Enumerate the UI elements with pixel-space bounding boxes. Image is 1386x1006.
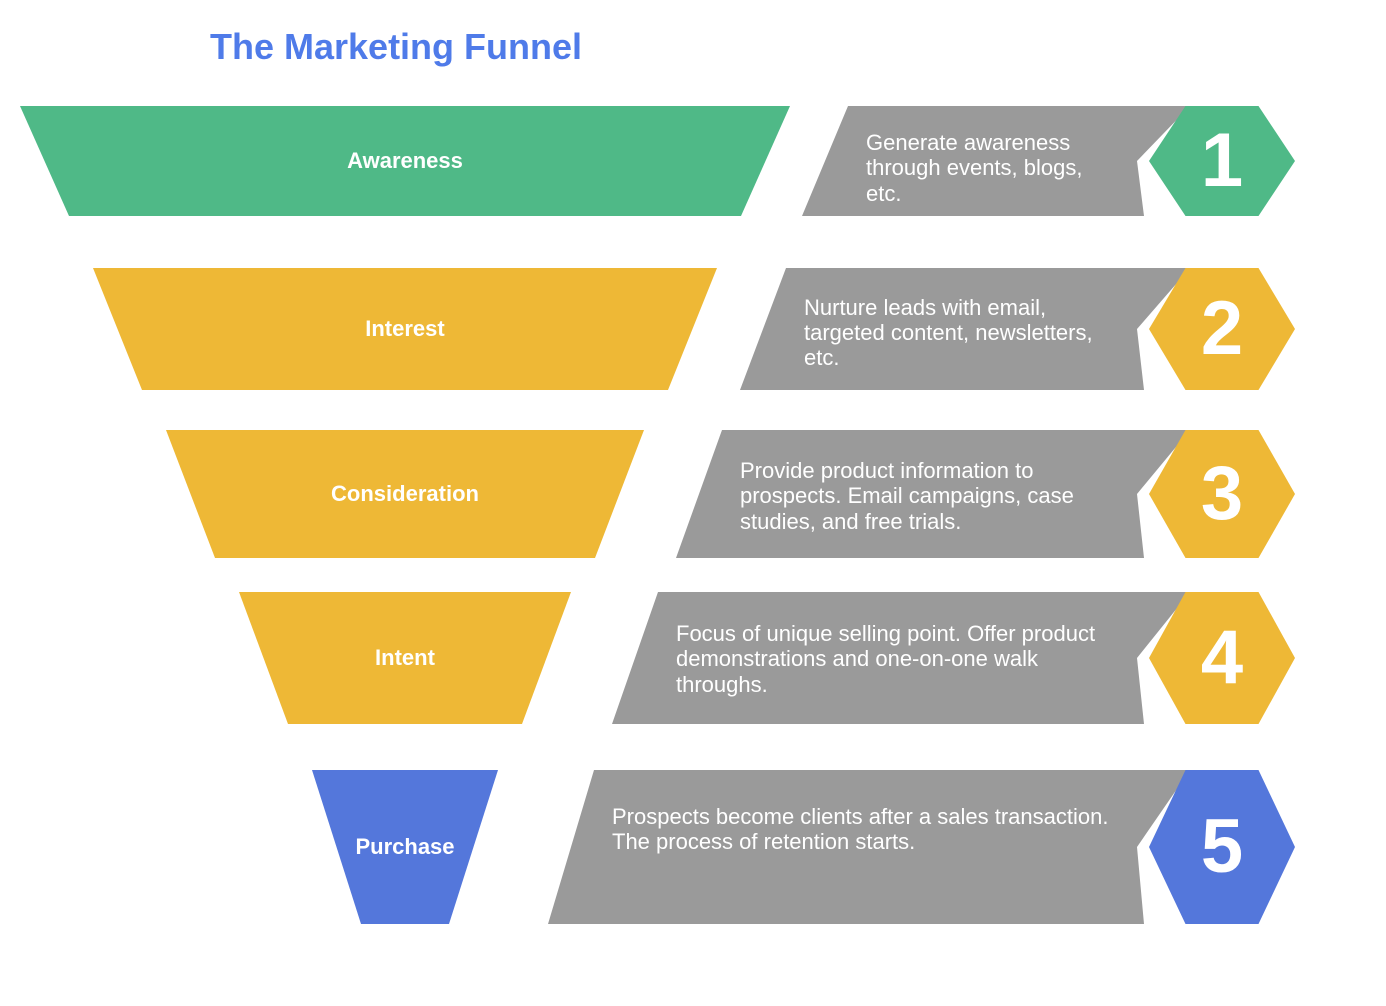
funnel-row: AwarenessGenerate awareness through even… bbox=[0, 106, 1386, 216]
stage-description: Prospects become clients after a sales t… bbox=[548, 770, 1190, 924]
stage-number-badge: 2 bbox=[1149, 268, 1295, 390]
stage-number-badge: 4 bbox=[1149, 592, 1295, 724]
funnel-stage: Consideration bbox=[166, 430, 644, 558]
funnel-row: ConsiderationProvide product information… bbox=[0, 430, 1386, 558]
funnel-stage: Intent bbox=[239, 592, 571, 724]
diagram-title: The Marketing Funnel bbox=[210, 26, 582, 68]
stage-description: Nurture leads with email, targeted conte… bbox=[740, 268, 1190, 390]
funnel-row: Intent Focus of unique selling point. Off… bbox=[0, 592, 1386, 724]
marketing-funnel-diagram: The Marketing Funnel AwarenessGenerate a… bbox=[0, 0, 1386, 1006]
stage-number-badge: 1 bbox=[1149, 106, 1295, 216]
stage-description: Provide product information to prospects… bbox=[676, 430, 1190, 558]
funnel-row: Purchase Prospects become clients after a… bbox=[0, 770, 1386, 924]
funnel-stage: Purchase bbox=[312, 770, 498, 924]
stage-description: Focus of unique selling point. Offer pro… bbox=[612, 592, 1190, 724]
funnel-stage: Interest bbox=[93, 268, 717, 390]
stage-number-badge: 3 bbox=[1149, 430, 1295, 558]
stage-number-badge: 5 bbox=[1149, 770, 1295, 924]
funnel-stage: Awareness bbox=[20, 106, 790, 216]
stage-description: Generate awareness through events, blogs… bbox=[802, 106, 1190, 216]
funnel-row: InterestNurture leads with email, target… bbox=[0, 268, 1386, 390]
